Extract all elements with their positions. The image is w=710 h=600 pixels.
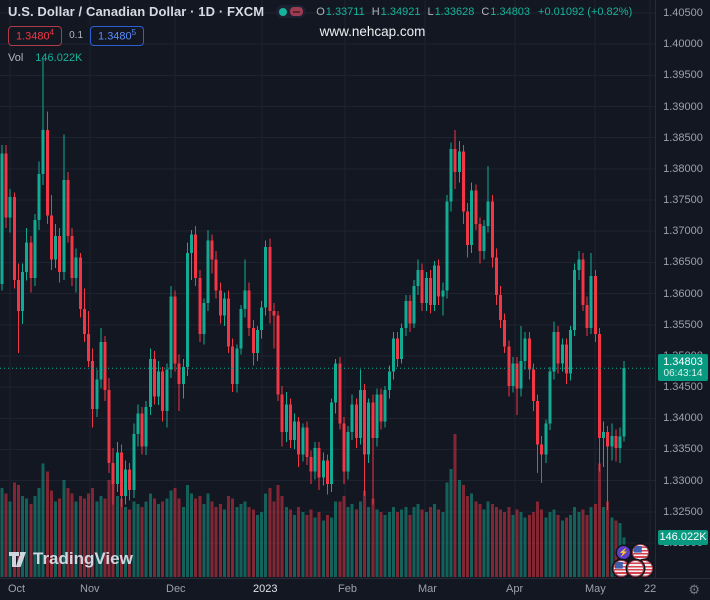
price-tick-label: 1.33500	[663, 443, 703, 456]
price-tick-label: 1.37000	[663, 225, 703, 238]
price-tick-label: 1.35500	[663, 318, 703, 331]
stacked-flag-icon[interactable]	[627, 560, 644, 577]
lightning-event-icon[interactable]: ⚡	[617, 546, 630, 559]
price-axis[interactable]: 1.34803 06:43:14 146.022K 1.40500 1.40000…	[655, 0, 710, 578]
price-tick-label: 1.36500	[663, 256, 703, 269]
tradingview-watermark-label: TradingView	[33, 549, 133, 568]
time-axis[interactable]: ⚙ Oct Nov Dec 2023 Feb Mar Apr May 22	[0, 578, 710, 600]
low-readout: L1.33628	[427, 5, 475, 18]
last-price-value: 1.34803	[663, 356, 703, 369]
grid-layer	[0, 0, 656, 578]
price-tick-label: 1.39500	[663, 69, 703, 82]
legend-toggle[interactable]	[276, 5, 307, 18]
time-tick-label: Dec	[166, 583, 186, 595]
time-tick-label: 22	[644, 583, 657, 595]
us-flag-icon[interactable]	[632, 544, 649, 561]
buy-button[interactable]: 1.34805	[90, 26, 145, 46]
volume-label: Vol	[8, 51, 24, 64]
time-tick-label: May	[585, 583, 606, 595]
chart-legend: U.S. Dollar / Canadian Dollar · 1D · FXC…	[8, 4, 632, 64]
price-tick-label: 1.37500	[663, 194, 703, 207]
tradingview-watermark[interactable]: TradingView	[8, 549, 133, 569]
bar-countdown: 06:43:14	[663, 368, 703, 380]
toggle-grip-icon	[290, 7, 304, 16]
last-price-badge: 1.34803 06:43:14	[658, 354, 708, 382]
open-readout: O1.33711	[316, 5, 365, 18]
price-tick-label: 1.39000	[663, 100, 703, 113]
event-icon-cluster[interactable]: ⚡	[610, 543, 656, 579]
candles-layer	[0, 58, 626, 510]
price-tick-label: 1.33000	[663, 474, 703, 487]
price-tick-label: 1.40500	[663, 7, 703, 19]
volume-value: 146.022K	[35, 51, 83, 64]
time-tick-label: 2023	[253, 583, 278, 595]
change-readout: +0.01092 (+0.82%)	[538, 5, 633, 18]
price-tick-label: 1.34000	[663, 412, 703, 425]
time-tick-label: Oct	[8, 583, 26, 595]
volume-layer	[0, 433, 626, 577]
price-tick-label: 1.40000	[663, 38, 703, 51]
high-readout: H1.34921	[371, 5, 421, 18]
time-tick-label: Feb	[338, 583, 357, 595]
volume-axis-badge: 146.022K	[658, 529, 708, 545]
gear-icon[interactable]: ⚙	[688, 582, 700, 597]
price-tick-label: 1.32500	[663, 505, 703, 518]
price-tick-label: 1.34500	[663, 381, 703, 394]
toggle-dot-icon	[279, 7, 288, 16]
price-tick-label: 1.38000	[663, 162, 703, 175]
tradingview-logo-icon	[9, 551, 26, 567]
close-readout: C1.34803	[481, 5, 531, 18]
time-tick-label: Apr	[506, 583, 524, 595]
candlestick-chart-pane[interactable]	[0, 0, 656, 578]
site-watermark: www.nehcap.com	[319, 24, 426, 39]
spread-value: 0.1	[69, 30, 84, 42]
time-tick-label: Nov	[80, 583, 100, 595]
price-tick-label: 1.38500	[663, 131, 703, 144]
volume-legend: Vol 146.022K	[8, 52, 632, 64]
sell-button[interactable]: 1.34804	[8, 26, 63, 46]
price-tick-label: 1.36000	[663, 287, 703, 300]
symbol-title[interactable]: U.S. Dollar / Canadian Dollar · 1D · FXC…	[8, 4, 265, 19]
ohlc-readout: O1.33711 H1.34921 L1.33628 C1.34803 +0.0…	[316, 6, 632, 18]
time-tick-label: Mar	[418, 583, 437, 595]
